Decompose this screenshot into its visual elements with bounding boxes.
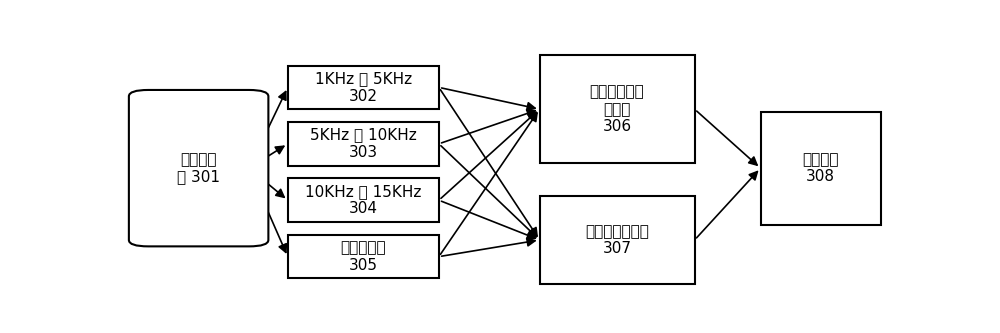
- Text: 10KHz 到 15KHz
304: 10KHz 到 15KHz 304: [305, 184, 422, 216]
- Text: 特征参量判别器
307: 特征参量判别器 307: [585, 224, 649, 256]
- FancyBboxPatch shape: [129, 90, 268, 246]
- Text: 共振包络解调
判别器
306: 共振包络解调 判别器 306: [590, 84, 644, 134]
- Bar: [540, 196, 695, 284]
- Text: 专家系统
308: 专家系统 308: [802, 152, 839, 184]
- Bar: [288, 66, 439, 109]
- Text: 5KHz 到 10KHz
303: 5KHz 到 10KHz 303: [310, 128, 417, 160]
- Text: 自定义频段
305: 自定义频段 305: [340, 240, 386, 273]
- Bar: [288, 122, 439, 166]
- Bar: [540, 55, 695, 163]
- Bar: [288, 178, 439, 222]
- Text: 音频采集
卡 301: 音频采集 卡 301: [177, 152, 220, 184]
- Bar: [761, 112, 881, 224]
- Text: 1KHz 到 5KHz
302: 1KHz 到 5KHz 302: [315, 71, 412, 104]
- Bar: [288, 235, 439, 278]
